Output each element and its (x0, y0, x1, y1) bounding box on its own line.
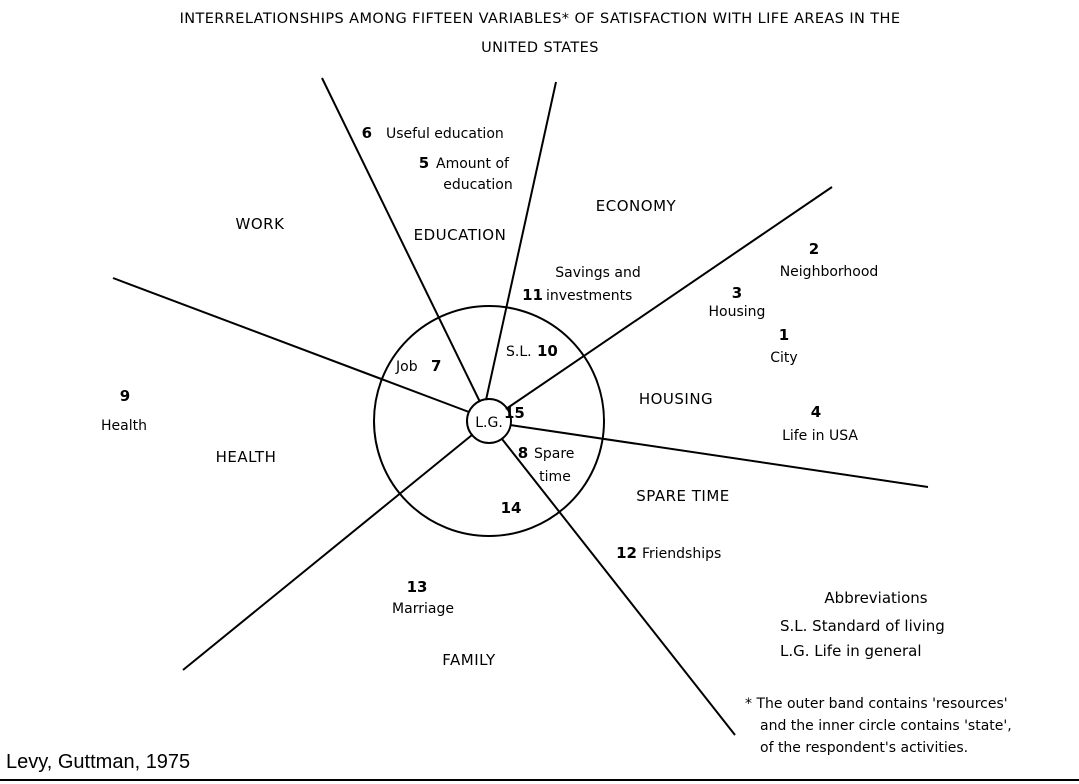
boundary-family-health (182, 434, 473, 671)
var-11-label-1: Savings and (555, 265, 640, 281)
region-spare-time: SPARE TIME (636, 487, 730, 505)
bottom-divider (0, 779, 1079, 781)
var-9-label: Health (101, 418, 147, 434)
abbreviations-heading: Abbreviations (824, 589, 927, 607)
var-1-number: 1 (779, 326, 789, 344)
var-8-label-2: time (539, 469, 571, 485)
var-7-number: 7 (431, 357, 441, 375)
footnote-line-2: and the inner circle contains 'state', (760, 718, 1012, 734)
footnote-line-1: * The outer band contains 'resources' (745, 696, 1008, 712)
region-health: HEALTH (216, 448, 277, 466)
var-15-number: 15 (504, 404, 525, 422)
var-12-number: 12 (616, 544, 637, 562)
title-line-1: INTERRELATIONSHIPS AMONG FIFTEEN VARIABL… (180, 11, 901, 27)
region-work: WORK (236, 215, 286, 233)
var-4-label: Life in USA (782, 428, 858, 444)
var-10-label: S.L. (506, 344, 532, 360)
boundary-sparetime-family (501, 438, 736, 736)
source-credit: Levy, Guttman, 1975 (6, 751, 191, 773)
var-3-number: 3 (732, 284, 742, 302)
inner-circle (466, 398, 512, 444)
var-13-number: 13 (407, 578, 428, 596)
boundary-education-economy (485, 81, 557, 401)
var-7-label: Job (395, 359, 418, 375)
var-5-label-2: education (443, 177, 512, 193)
var-1-label: City (770, 350, 797, 366)
var-4-number: 4 (811, 403, 821, 421)
var-3-label: Housing (709, 304, 766, 320)
boundary-work-education (321, 77, 481, 403)
var-12-label: Friendships (642, 546, 721, 562)
var-15-label: L.G. (475, 415, 503, 431)
var-9-number: 9 (120, 387, 130, 405)
region-economy: ECONOMY (596, 197, 677, 215)
var-2-label: Neighborhood (780, 264, 879, 280)
var-13-label: Marriage (392, 601, 454, 617)
footnote-line-3: of the respondent's activities. (760, 740, 968, 756)
var-6-label: Useful education (386, 126, 504, 142)
var-2-number: 2 (809, 240, 819, 258)
var-10-number: 10 (537, 342, 558, 360)
region-housing: HOUSING (639, 390, 713, 408)
var-8-label-1: Spare (534, 446, 574, 462)
var-8-number: 8 (518, 444, 528, 462)
outer-circle (373, 305, 605, 537)
var-11-number: 11 (522, 286, 543, 304)
var-14-number: 14 (501, 499, 522, 517)
region-family: FAMILY (442, 651, 496, 669)
var-11-label-2: investments (546, 288, 632, 304)
abbreviation-sl: S.L. Standard of living (780, 617, 945, 635)
boundary-health-work (112, 277, 470, 413)
title-line-2: UNITED STATES (481, 40, 599, 56)
boundary-economy-housing (505, 186, 833, 410)
var-5-label-1: Amount of (436, 156, 510, 172)
abbreviation-lg: L.G. Life in general (780, 642, 922, 660)
var-5-number: 5 (419, 154, 429, 172)
var-6-number: 6 (362, 124, 372, 142)
region-education: EDUCATION (414, 226, 507, 244)
boundary-housing-sparetime (509, 424, 929, 488)
